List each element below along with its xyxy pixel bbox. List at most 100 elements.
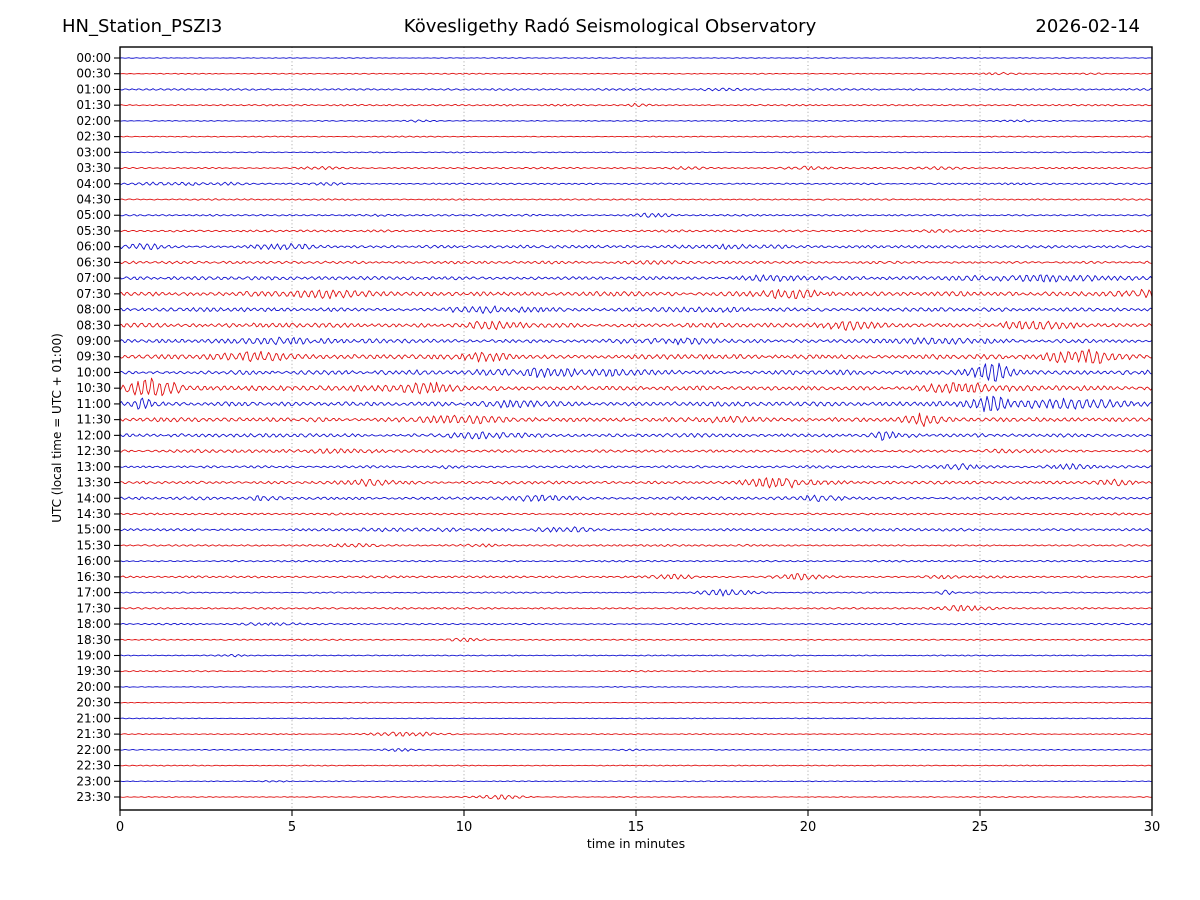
y-tick-label: 04:00 — [76, 177, 111, 191]
y-tick-label: 09:00 — [76, 334, 111, 348]
trace-09:30 — [119, 348, 1153, 364]
trace-13:00 — [119, 463, 1153, 471]
y-tick-label: 00:30 — [76, 67, 111, 81]
x-tick-label: 25 — [972, 820, 989, 835]
trace-23:00 — [119, 780, 1153, 783]
y-tick-label: 17:30 — [76, 601, 111, 615]
y-tick-label: 08:30 — [76, 318, 111, 332]
y-tick-label: 03:00 — [76, 145, 111, 159]
trace-17:00 — [119, 588, 1153, 597]
trace-21:30 — [119, 731, 1153, 737]
x-tick-label: 20 — [800, 820, 817, 835]
x-tick-label: 0 — [116, 820, 124, 835]
x-tick-label: 10 — [456, 820, 473, 835]
trace-06:00 — [119, 242, 1153, 251]
y-tick-label: 09:30 — [76, 350, 111, 364]
trace-19:30 — [119, 669, 1153, 673]
y-tick-label: 17:00 — [76, 586, 111, 600]
trace-17:30 — [119, 604, 1153, 612]
trace-07:30 — [119, 288, 1153, 300]
trace-02:30 — [119, 135, 1153, 138]
trace-15:30 — [119, 543, 1153, 548]
y-tick-label: 04:30 — [76, 193, 111, 207]
trace-14:30 — [119, 512, 1153, 516]
y-tick-label: 00:00 — [76, 51, 111, 65]
y-tick-label: 15:00 — [76, 523, 111, 537]
trace-19:00 — [119, 653, 1153, 658]
trace-00:30 — [119, 71, 1153, 76]
y-tick-label: 19:30 — [76, 664, 111, 678]
y-tick-label: 20:30 — [76, 696, 111, 710]
y-tick-label: 13:30 — [76, 476, 111, 490]
y-tick-label: 07:30 — [76, 287, 111, 301]
trace-11:30 — [119, 412, 1153, 427]
trace-21:00 — [119, 717, 1153, 720]
y-tick-label: 21:30 — [76, 727, 111, 741]
trace-16:00 — [119, 559, 1153, 563]
y-tick-label: 02:00 — [76, 114, 111, 128]
trace-03:30 — [119, 165, 1153, 171]
y-tick-label: 23:00 — [76, 774, 111, 788]
x-tick-label: 30 — [1144, 820, 1161, 835]
y-tick-label: 12:30 — [76, 444, 111, 458]
y-tick-label: 06:30 — [76, 255, 111, 269]
y-tick-label: 03:30 — [76, 161, 111, 175]
trace-12:30 — [119, 448, 1153, 454]
trace-08:00 — [119, 305, 1153, 314]
y-tick-label: 21:00 — [76, 711, 111, 725]
x-axis-label: time in minutes — [586, 836, 686, 851]
y-axis-label: UTC (local time = UTC + 01:00) — [50, 333, 64, 523]
x-tick-label: 15 — [628, 820, 645, 835]
trace-10:00 — [119, 362, 1153, 382]
y-tick-label: 12:00 — [76, 428, 111, 442]
y-tick-label: 22:30 — [76, 759, 111, 773]
station-title: HN_Station_PSZI3 — [62, 16, 223, 37]
trace-08:30 — [119, 320, 1153, 331]
trace-00:00 — [119, 57, 1153, 59]
trace-03:00 — [119, 151, 1153, 154]
trace-09:00 — [119, 336, 1153, 346]
trace-06:30 — [119, 260, 1153, 265]
y-tick-label: 16:00 — [76, 554, 111, 568]
y-tick-label: 14:30 — [76, 507, 111, 521]
trace-04:00 — [119, 181, 1153, 186]
y-tick-label: 19:00 — [76, 648, 111, 662]
y-tick-label: 18:30 — [76, 633, 111, 647]
y-tick-label: 01:30 — [76, 98, 111, 112]
observatory-title: Kövesligethy Radó Seismological Observat… — [403, 16, 817, 37]
y-tick-label: 13:00 — [76, 460, 111, 474]
trace-18:00 — [119, 622, 1153, 626]
y-tick-label: 16:30 — [76, 570, 111, 584]
y-tick-label: 18:00 — [76, 617, 111, 631]
trace-07:00 — [119, 274, 1153, 283]
trace-14:00 — [119, 494, 1153, 502]
x-tick-label: 5 — [288, 820, 296, 835]
y-tick-label: 06:00 — [76, 240, 111, 254]
y-tick-label: 10:30 — [76, 381, 111, 395]
trace-15:00 — [119, 526, 1153, 533]
trace-12:00 — [119, 431, 1153, 441]
trace-23:30 — [119, 794, 1153, 800]
trace-16:30 — [119, 573, 1153, 581]
trace-05:00 — [119, 212, 1153, 218]
trace-05:30 — [119, 229, 1153, 233]
trace-01:30 — [119, 102, 1153, 108]
trace-18:30 — [119, 637, 1153, 643]
y-tick-label: 05:00 — [76, 208, 111, 222]
y-tick-label: 23:30 — [76, 790, 111, 804]
trace-22:00 — [119, 748, 1153, 752]
trace-10:30 — [119, 377, 1153, 397]
y-tick-label: 07:00 — [76, 271, 111, 285]
trace-20:30 — [119, 701, 1153, 704]
y-tick-label: 02:30 — [76, 130, 111, 144]
y-tick-label: 01:00 — [76, 82, 111, 96]
y-tick-label: 14:00 — [76, 491, 111, 505]
trace-04:30 — [119, 198, 1153, 201]
y-tick-label: 08:00 — [76, 303, 111, 317]
trace-11:00 — [119, 395, 1153, 413]
y-tick-label: 05:30 — [76, 224, 111, 238]
trace-01:00 — [119, 87, 1153, 92]
y-tick-label: 15:30 — [76, 538, 111, 552]
